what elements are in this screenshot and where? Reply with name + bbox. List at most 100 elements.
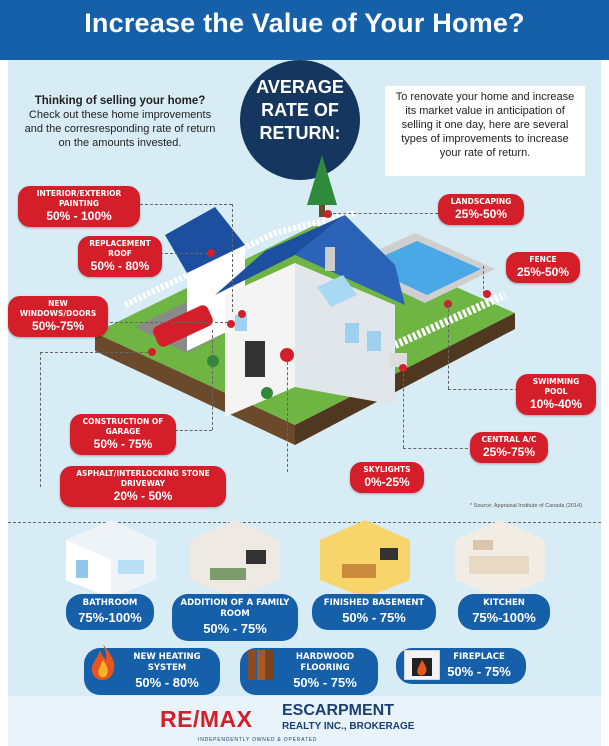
pill-label: Swimming Pool [532,377,580,396]
window-right-1 [345,323,359,343]
house-roof-left [215,215,345,295]
marker-painting [238,310,246,318]
room-kitchen: Kitchen 75%-100% [458,594,550,630]
footer [8,696,601,746]
basement-illustration [320,520,410,598]
badge-line-2: RATE OF [261,100,339,120]
pill-value: 50% - 80% [90,259,150,273]
skylight [317,275,357,307]
pill-roof: Replacement Roof 50% - 80% [78,236,162,277]
room-value: 50% - 75% [342,610,406,625]
fence-back [123,210,356,308]
leader-painting-v [232,204,233,312]
marker-roof [207,249,215,257]
pill-value: 25%-50% [516,265,570,279]
marker-windows [227,320,235,328]
item-label: New Heating System [133,652,201,673]
room-bathroom: Bathroom 75%-100% [66,594,154,630]
brand-logo: RE/MAX [160,706,253,732]
room-label: Finished Basement [323,598,425,608]
pill-value: 50% - 100% [46,209,112,223]
pill-landscaping: Landscaping 25%-50% [438,194,524,225]
leader-painting-h [140,204,232,205]
item-value: 50% - 80% [135,675,199,690]
car-shape [153,305,213,347]
marker-driveway [148,348,156,356]
room-value: 50% - 75% [203,621,267,636]
item-label: Hardwood Flooring [295,652,355,673]
pill-label: Skylights [363,465,411,474]
pill-driveway: Asphalt/Interlocking Stone Driveway 20% … [60,466,226,507]
pill-label: Landscaping [450,197,512,206]
pill-label: Central A/C [481,435,537,444]
pill-label: New Windows/Doors [19,299,97,318]
room-family-room: Addition of a Family Room 50% - 75% [172,594,298,641]
average-rate-badge: AVERAGE RATE OF RETURN: [240,60,360,180]
pool-water [363,241,481,295]
window-right-2 [367,331,381,351]
room-label: Bathroom [82,598,138,608]
kitchen-illustration [455,520,545,598]
badge-line-1: AVERAGE [256,77,344,97]
pill-value: 25%-50% [454,207,508,221]
chimney [325,247,335,271]
pill-label: Interior/Exterior Painting [36,189,122,208]
leader-ac-h [403,448,473,449]
item-value: 50% - 75% [447,664,511,679]
room-label: Kitchen [483,598,525,608]
pill-value: 50%-75% [31,319,85,333]
fireplace-icon [404,650,440,680]
room-basement: Finished Basement 50% - 75% [312,594,436,630]
leader-ac-v [403,368,404,448]
badge-line-3: RETURN: [259,123,341,143]
shrub-left [207,355,219,367]
marker-skylight [280,348,294,362]
marker-fence [483,290,491,298]
intro-left: Thinking of selling your home? Check out… [20,94,220,150]
ground-right-side [295,313,515,445]
pill-central-ac: Central A/C 25%-75% [470,432,548,463]
leader-garage-v [212,330,213,430]
leader-garage-h [175,430,212,431]
section-divider [8,522,601,523]
house-wall-left [225,263,295,417]
pill-windows: New Windows/Doors 50%-75% [8,296,108,337]
company-subtitle: REALTY INC., BROKERAGE [282,721,415,732]
leader-roof [160,253,208,254]
pill-swimming-pool: Swimming Pool 10%-40% [516,374,596,415]
leader-driveway-h [40,352,148,353]
shrub-right [261,387,273,399]
pill-value: 20% - 50% [113,489,173,503]
house-illustration [95,155,515,445]
intro-left-heading: Thinking of selling your home? [34,95,206,107]
pill-value: 10%-40% [529,397,583,411]
pill-fence: Fence 25%-50% [506,252,580,283]
leader-skylight [287,362,288,472]
room-value: 75%-100% [78,610,142,625]
fence-right [393,291,507,349]
fire-icon [92,644,115,680]
company-name: ESCARPMENT [282,702,395,719]
tree-foliage [307,155,337,205]
pill-value: 0%-25% [364,475,410,489]
bathroom-illustration [66,520,156,598]
leader-driveway-v [40,352,41,487]
pill-label: Asphalt/Interlocking Stone Driveway [76,469,210,488]
family-room-illustration [190,520,280,598]
pill-garage: Construction of Garage 50% - 75% [70,414,176,455]
intro-right: To renovate your home and increase its m… [385,86,585,176]
leader-pool-v [448,304,449,389]
pill-skylights: Skylights 0%-25% [350,462,424,493]
company-tagline: INDEPENDENTLY OWNED & OPERATED [198,737,318,743]
tree-trunk [319,203,325,217]
item-value: 50% - 75% [293,675,357,690]
pill-label: Fence [529,255,557,264]
wood-planks-icon [248,650,274,680]
source-note: * Source: Appraisal Institute of Canada … [470,503,582,509]
window-left [235,315,247,331]
ac-unit [389,353,407,367]
leader-landscaping [328,213,438,214]
header-bar [0,0,609,60]
pill-value: 50% - 75% [93,437,153,451]
pill-label: Replacement Roof [89,239,151,258]
